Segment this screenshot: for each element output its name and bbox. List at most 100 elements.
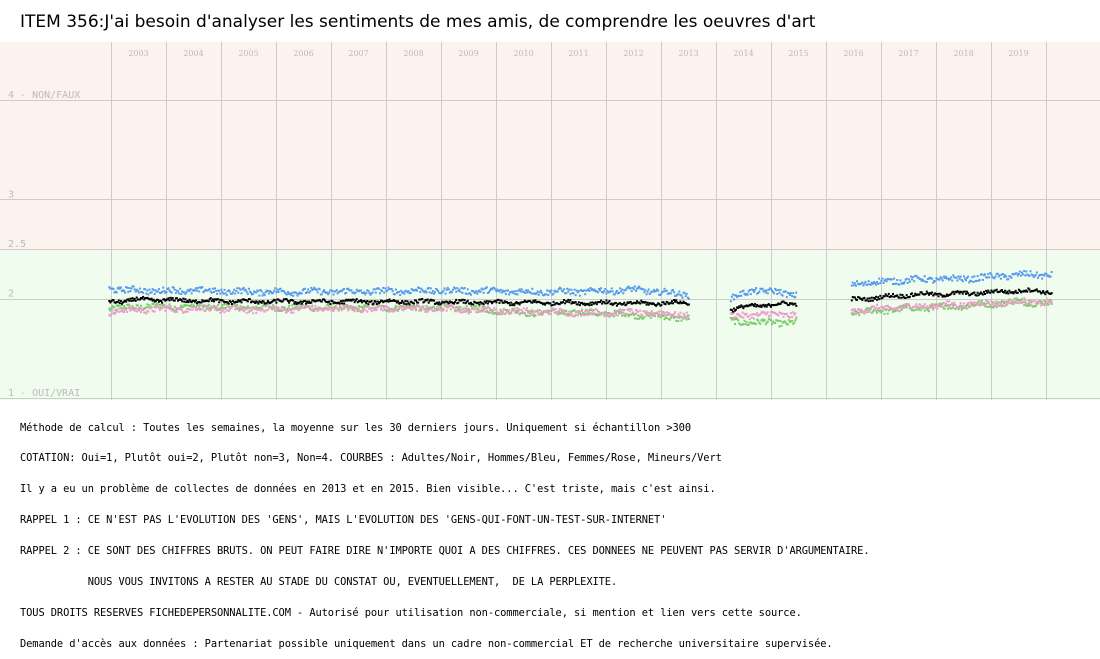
data-point bbox=[654, 290, 656, 293]
data-point bbox=[617, 314, 619, 317]
data-point bbox=[1042, 290, 1045, 292]
data-point bbox=[1012, 303, 1015, 306]
data-point bbox=[926, 292, 929, 295]
data-point bbox=[857, 282, 860, 285]
data-point bbox=[223, 301, 226, 304]
data-point bbox=[904, 297, 907, 299]
data-point bbox=[874, 282, 876, 284]
data-point bbox=[916, 293, 919, 296]
data-point bbox=[227, 289, 230, 292]
data-point bbox=[931, 291, 934, 294]
data-point bbox=[387, 286, 390, 289]
data-point bbox=[505, 300, 508, 303]
data-point bbox=[190, 303, 193, 306]
data-point bbox=[569, 299, 572, 302]
data-point bbox=[760, 306, 763, 308]
data-point bbox=[295, 306, 298, 308]
data-point bbox=[957, 275, 960, 278]
data-point bbox=[749, 304, 752, 307]
data-point bbox=[442, 308, 445, 311]
data-point bbox=[906, 296, 909, 299]
data-point bbox=[124, 291, 127, 294]
data-point bbox=[308, 291, 311, 294]
data-point bbox=[623, 314, 626, 317]
data-point bbox=[549, 302, 552, 305]
data-point bbox=[228, 290, 231, 293]
data-point bbox=[850, 312, 853, 315]
data-point bbox=[631, 311, 634, 314]
data-point bbox=[1028, 275, 1031, 277]
data-point bbox=[659, 316, 662, 319]
data-point bbox=[213, 291, 215, 293]
data-point bbox=[263, 310, 266, 313]
data-point bbox=[871, 310, 874, 313]
data-point bbox=[500, 291, 503, 294]
x-tick-label: 2019 bbox=[1008, 49, 1028, 58]
data-point bbox=[437, 303, 440, 306]
data-point bbox=[219, 298, 222, 301]
data-point bbox=[426, 310, 429, 313]
data-point bbox=[995, 288, 998, 291]
data-point bbox=[507, 310, 509, 313]
data-point bbox=[153, 310, 156, 313]
data-point bbox=[327, 304, 330, 306]
data-point bbox=[581, 301, 583, 304]
data-point bbox=[460, 286, 463, 289]
data-point bbox=[491, 302, 494, 305]
data-point bbox=[280, 310, 283, 312]
data-point bbox=[268, 292, 270, 295]
data-point bbox=[923, 309, 926, 312]
data-point bbox=[1010, 276, 1013, 279]
data-point bbox=[495, 301, 498, 304]
data-point bbox=[473, 304, 476, 307]
data-point bbox=[207, 300, 210, 303]
data-point bbox=[261, 294, 264, 297]
data-point bbox=[440, 292, 443, 295]
data-point bbox=[587, 288, 590, 291]
data-point bbox=[356, 301, 359, 304]
data-point bbox=[629, 300, 632, 303]
data-point bbox=[248, 306, 251, 309]
data-point bbox=[923, 275, 926, 278]
data-point bbox=[455, 306, 458, 309]
data-point bbox=[739, 291, 742, 294]
data-point bbox=[589, 287, 592, 289]
data-point bbox=[512, 303, 515, 306]
data-point bbox=[1025, 289, 1028, 292]
data-point bbox=[191, 305, 194, 308]
data-point bbox=[663, 318, 666, 321]
data-point bbox=[129, 309, 132, 312]
data-point bbox=[129, 308, 132, 311]
data-point bbox=[409, 292, 412, 294]
data-point bbox=[939, 276, 942, 279]
data-point bbox=[233, 288, 236, 291]
data-point bbox=[247, 287, 250, 290]
data-point bbox=[295, 292, 298, 295]
data-point bbox=[352, 306, 355, 309]
data-point bbox=[410, 288, 413, 291]
x-tick-label: 2013 bbox=[678, 49, 698, 58]
data-point bbox=[596, 314, 599, 317]
data-point bbox=[959, 304, 962, 307]
data-point bbox=[913, 294, 916, 297]
data-point bbox=[186, 299, 189, 302]
data-point bbox=[559, 287, 562, 290]
data-point bbox=[782, 300, 785, 303]
data-point bbox=[622, 292, 625, 295]
data-point bbox=[669, 292, 672, 295]
data-point bbox=[769, 319, 772, 322]
data-point bbox=[554, 302, 557, 305]
data-point bbox=[446, 303, 449, 306]
data-point bbox=[980, 303, 983, 306]
data-point bbox=[328, 300, 331, 303]
y-tick-label: 2.5 bbox=[8, 239, 26, 250]
data-point bbox=[221, 291, 224, 294]
data-point bbox=[442, 289, 445, 292]
data-point bbox=[467, 312, 470, 315]
data-point bbox=[214, 298, 216, 301]
data-point bbox=[1047, 303, 1050, 306]
data-point bbox=[223, 303, 226, 306]
data-point bbox=[1033, 274, 1036, 277]
data-point bbox=[1017, 288, 1020, 291]
data-point bbox=[978, 300, 981, 303]
